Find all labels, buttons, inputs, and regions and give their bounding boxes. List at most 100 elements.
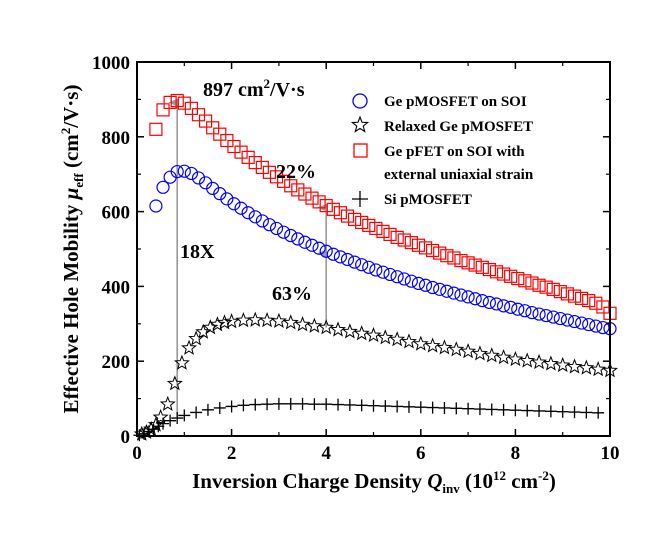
data-point-circle bbox=[170, 164, 184, 179]
y-tick-label: 600 bbox=[102, 203, 131, 224]
data-point-star bbox=[377, 329, 394, 345]
data-point-plus bbox=[152, 420, 165, 433]
legend-marker-star bbox=[350, 115, 370, 133]
data-point-square bbox=[284, 179, 298, 193]
y-axis-label: Effective Hole Mobility μeff (cm2/V·s) bbox=[58, 85, 86, 414]
data-point-square bbox=[312, 195, 326, 209]
x-axis-ticks: 0 2 4 6 8 10 bbox=[132, 62, 620, 464]
data-point-star bbox=[181, 339, 198, 355]
data-point-star bbox=[195, 323, 212, 339]
data-point-square bbox=[262, 165, 277, 179]
data-point-square bbox=[411, 238, 426, 252]
data-point-plus bbox=[332, 398, 345, 411]
data-point-plus bbox=[284, 397, 297, 410]
data-point-circle bbox=[191, 171, 206, 185]
data-point-circle bbox=[546, 310, 560, 324]
data-point-plus bbox=[213, 401, 226, 414]
data-point-star bbox=[542, 355, 559, 371]
data-point-plus bbox=[509, 404, 522, 417]
data-point-square bbox=[319, 199, 333, 213]
data-point-plus bbox=[320, 398, 333, 411]
x-tick-label: 2 bbox=[227, 443, 237, 464]
data-point-circle bbox=[567, 314, 582, 329]
data-point-circle bbox=[411, 276, 426, 291]
data-point-circle bbox=[461, 290, 475, 304]
data-point-circle bbox=[525, 305, 539, 320]
data-point-square bbox=[447, 251, 461, 265]
data-point-plus bbox=[592, 406, 605, 419]
data-point-circle bbox=[298, 235, 312, 249]
data-point-plus bbox=[171, 412, 184, 425]
data-point-circle bbox=[397, 272, 411, 286]
legend-marker-circle bbox=[352, 93, 368, 109]
data-point-plus bbox=[533, 404, 546, 417]
data-point-square bbox=[362, 218, 376, 233]
legend-marker-square bbox=[353, 143, 368, 158]
data-point-circle bbox=[475, 294, 489, 308]
data-point-plus bbox=[157, 417, 170, 430]
legend-label-relaxed-ge: Relaxed Ge pMOSFET bbox=[384, 119, 533, 135]
legend-label-ge-soi: Ge pMOSFET on SOI bbox=[384, 94, 527, 110]
data-point-circle bbox=[347, 255, 362, 269]
data-point-square bbox=[234, 145, 248, 159]
data-point-square bbox=[326, 202, 340, 216]
annotation-arrows bbox=[168, 98, 328, 419]
data-point-square bbox=[525, 276, 539, 290]
data-point-plus bbox=[556, 405, 569, 418]
data-point-plus bbox=[497, 403, 510, 416]
data-point-square bbox=[241, 150, 255, 164]
data-point-plus bbox=[178, 409, 191, 422]
data-point-square bbox=[489, 265, 504, 279]
data-point-square bbox=[433, 246, 447, 260]
data-point-circle bbox=[227, 197, 241, 211]
data-point-circle bbox=[418, 278, 433, 292]
data-point-square bbox=[376, 224, 390, 239]
data-point-plus bbox=[272, 397, 285, 410]
data-point-circle bbox=[255, 214, 269, 228]
data-point-star bbox=[306, 317, 323, 333]
legend-label-ge-strain: Ge pFET on SOI with bbox=[384, 144, 525, 160]
data-point-plus bbox=[402, 400, 415, 413]
data-point-square bbox=[589, 296, 603, 310]
data-point-circle bbox=[553, 311, 567, 326]
data-point-square bbox=[582, 294, 596, 308]
data-point-star bbox=[353, 325, 370, 341]
data-point-circle bbox=[262, 218, 277, 232]
data-point-star bbox=[566, 358, 583, 374]
data-point-star bbox=[152, 408, 169, 425]
data-point-circle bbox=[362, 260, 376, 274]
series-layer bbox=[133, 93, 618, 442]
data-point-plus bbox=[462, 402, 475, 415]
data-point-circle bbox=[596, 320, 610, 335]
data-point-circle bbox=[177, 164, 191, 178]
data-point-star bbox=[578, 359, 595, 375]
data-point-square bbox=[149, 122, 163, 136]
y-tick-label: 400 bbox=[102, 277, 131, 298]
data-point-plus bbox=[261, 398, 274, 411]
data-point-circle bbox=[589, 319, 603, 333]
data-point-star bbox=[209, 316, 226, 332]
data-point-plus bbox=[343, 398, 356, 411]
data-point-circle bbox=[518, 304, 532, 318]
data-point-square bbox=[255, 160, 269, 175]
data-point-plus bbox=[426, 401, 439, 414]
data-point-square bbox=[156, 103, 170, 117]
data-point-circle bbox=[383, 267, 397, 282]
data-point-square bbox=[333, 206, 347, 220]
data-point-circle bbox=[390, 270, 404, 284]
data-point-square bbox=[248, 156, 262, 170]
data-point-square bbox=[504, 269, 518, 283]
data-point-star bbox=[554, 356, 571, 373]
y-tick-label: 0 bbox=[121, 427, 131, 448]
y-tick-label: 200 bbox=[102, 352, 131, 373]
legend-marker-plus bbox=[352, 191, 368, 207]
data-point-plus bbox=[201, 403, 214, 416]
series-circle bbox=[149, 164, 617, 336]
data-point-circle bbox=[326, 247, 340, 261]
annotation-18x: 18X bbox=[180, 241, 215, 263]
data-point-circle bbox=[575, 316, 589, 330]
data-point-star bbox=[143, 420, 160, 437]
data-point-square bbox=[404, 236, 418, 250]
x-tick-label: 4 bbox=[321, 443, 331, 464]
data-point-star bbox=[507, 350, 524, 367]
